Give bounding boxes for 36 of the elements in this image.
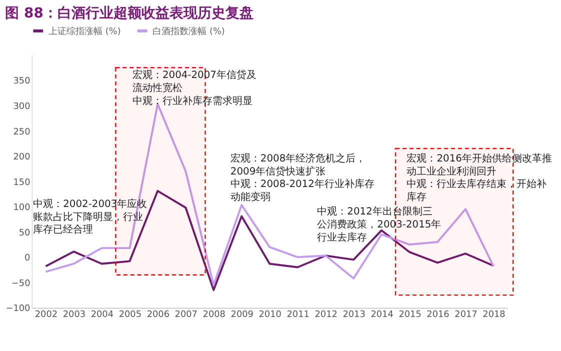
- y-tick-label: 50: [18, 228, 31, 238]
- x-tick-label: 2006: [146, 310, 170, 320]
- x-tick-label: 2011: [286, 310, 310, 320]
- x-tick-label: 2013: [342, 310, 366, 320]
- x-tick-label: 2015: [398, 310, 422, 320]
- x-tick-label: 2005: [118, 310, 142, 320]
- chart-title: 图 88：白酒行业超额收益表现历史复盘: [5, 4, 254, 22]
- legend-label: 白酒指数涨幅 (%): [152, 26, 225, 37]
- x-tick-label: 2010: [258, 310, 282, 320]
- y-tick-label: 100: [13, 203, 31, 214]
- x-tick-label: 2017: [454, 310, 478, 320]
- y-tick-label: 250: [13, 127, 31, 138]
- annotation: 宏观：2004-2007年信贷及流动性宽松中观：行业补库存需求明显: [132, 69, 256, 107]
- x-tick-label: 2003: [62, 310, 86, 320]
- annotation: 中观：2012年出台限制三公消费政策，2003-2015年行业去库存: [317, 206, 442, 244]
- line-series: [44, 190, 494, 292]
- x-tick-label: 2002: [34, 310, 58, 320]
- y-tick-label: −50: [11, 278, 31, 289]
- annotation: 宏观：2008年经济危机之后，2009年信贷快速扩张中观：2008-2012年行业补库存动能变弱: [230, 152, 374, 204]
- y-tick-label: 300: [13, 102, 31, 112]
- annotation: 中观：2002-2003年应收账款占比下降明显，行业库存已经合理: [33, 198, 148, 236]
- x-tick-label: 2014: [370, 310, 394, 320]
- x-tick-label: 2007: [174, 310, 198, 320]
- x-tick-label: 2012: [314, 310, 338, 320]
- x-tick-label: 2009: [230, 310, 254, 320]
- y-tick-label: 200: [13, 152, 31, 163]
- annotation: 宏观：2016年开始供给侧改革推动工业企业利润回升中观：行业去库存结束，开始补库存: [406, 152, 552, 204]
- y-tick-label: 0: [24, 254, 31, 264]
- x-tick-label: 2018: [482, 310, 506, 320]
- y-tick-label: −100: [6, 304, 31, 314]
- x-tick-label: 2008: [202, 310, 226, 320]
- x-tick-label: 2016: [426, 310, 450, 320]
- y-tick-label: 150: [13, 178, 31, 188]
- legend-label: 上证综指涨幅 (%): [48, 26, 121, 37]
- x-tick-label: 2004: [90, 310, 114, 320]
- y-tick-label: 350: [13, 76, 31, 87]
